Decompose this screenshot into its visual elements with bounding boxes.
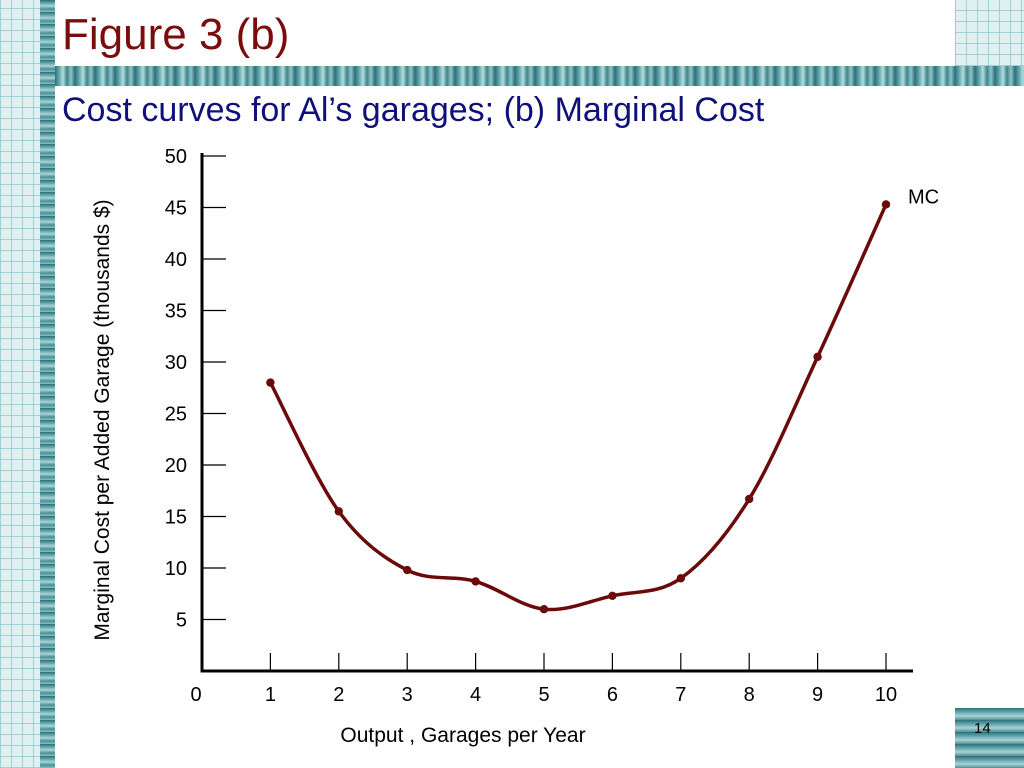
mc-point xyxy=(334,507,343,516)
x-axis-title: Output , Garages per Year xyxy=(340,724,585,747)
mc-point xyxy=(539,605,549,614)
y-tick-label: 45 xyxy=(165,198,187,220)
y-tick-label: 20 xyxy=(165,455,187,477)
mc-point xyxy=(676,574,685,583)
y-tick-label: 30 xyxy=(165,352,187,374)
x-tick-label: 8 xyxy=(744,684,755,706)
x-tick-label: 7 xyxy=(675,684,686,706)
x-tick-label: 3 xyxy=(402,684,413,706)
mc-point xyxy=(745,494,754,504)
y-tick-label: 40 xyxy=(165,249,187,271)
y-tick-label: 5 xyxy=(176,610,187,632)
decorative-corner-block xyxy=(955,708,1024,768)
decorative-title-band xyxy=(55,66,1024,86)
y-tick-label: 15 xyxy=(165,507,187,529)
y-tick-label: 50 xyxy=(165,146,187,168)
mc-point xyxy=(471,577,480,586)
chart-axes xyxy=(200,153,913,673)
page-number: 14 xyxy=(974,720,991,737)
mc-curve xyxy=(268,202,888,612)
page-title: Figure 3 (b) xyxy=(62,10,290,59)
x-tick-label: 1 xyxy=(265,684,276,706)
page-subtitle: Cost curves for Al’s garages; (b) Margin… xyxy=(62,91,765,129)
mc-point xyxy=(266,378,275,387)
mc-point xyxy=(608,591,617,601)
x-tick-label: 6 xyxy=(607,684,618,706)
y-tick-label: 35 xyxy=(165,301,187,323)
y-tick-label: 25 xyxy=(165,404,187,426)
x-tick-label: 10 xyxy=(875,684,897,706)
chart-series: MC xyxy=(266,186,939,614)
decorative-side-strip-edge xyxy=(40,0,55,768)
x-tick-label: 9 xyxy=(812,684,823,706)
mc-point xyxy=(403,565,412,575)
y-tick-label: 10 xyxy=(165,558,187,580)
mc-series-label: MC xyxy=(908,186,939,208)
mc-point xyxy=(881,200,891,209)
x-tick-label: 5 xyxy=(538,684,549,706)
chart-ticks xyxy=(202,155,887,671)
x-tick-label: 0 xyxy=(190,684,201,706)
x-tick-label: 2 xyxy=(333,684,344,706)
y-axis-title: Marginal Cost per Added Garage (thousand… xyxy=(91,199,114,640)
mc-point xyxy=(813,352,822,362)
x-tick-label: 4 xyxy=(470,684,481,706)
decorative-corner-grid xyxy=(955,0,1024,66)
